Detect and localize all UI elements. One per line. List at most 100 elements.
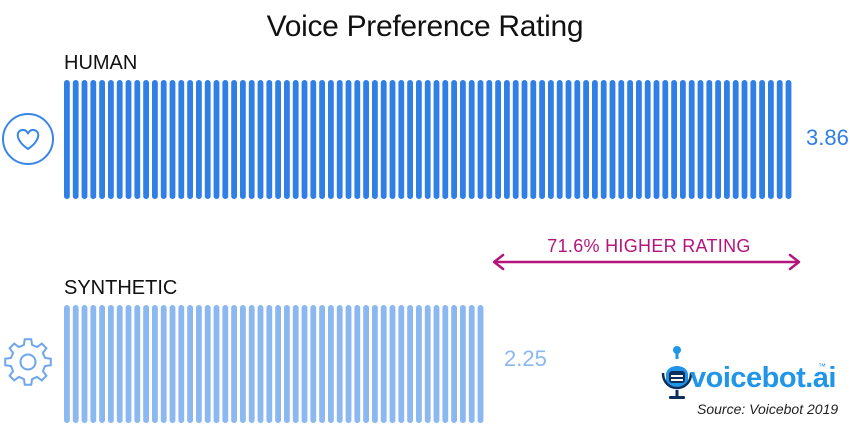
bar-stripe [609, 80, 616, 199]
bar-stripe [372, 305, 378, 423]
bar-stripe [213, 305, 220, 423]
bar-stripe [468, 305, 475, 423]
bar-stripe [266, 80, 273, 199]
bar-stripe [143, 305, 149, 423]
bar-stripe [442, 80, 449, 199]
bar-stripe [336, 305, 343, 423]
bar-stripe [662, 80, 669, 199]
bar-stripe [301, 80, 308, 199]
bar-stripe [81, 305, 88, 423]
bar-stripe [433, 80, 440, 199]
bar-stripe [275, 80, 281, 199]
difference-annotation: 71.6% HIGHER RATING [547, 236, 751, 256]
bar-stripe [592, 80, 598, 199]
bar-stripe [143, 80, 149, 199]
bar-stripe [152, 305, 158, 423]
bar-stripe [240, 305, 246, 423]
bar-stripe [389, 80, 396, 199]
bar-stripe [72, 80, 79, 199]
bar-human [64, 80, 792, 199]
bar-stripe [204, 305, 211, 423]
bar-stripe [231, 80, 237, 199]
bar-stripe [319, 305, 325, 423]
bar-stripe [477, 80, 484, 199]
bar-stripe [521, 80, 528, 199]
bar-stripe [90, 305, 97, 423]
bar-stripe [310, 305, 317, 423]
bar-stripe [257, 305, 264, 423]
bar-stripe [222, 80, 229, 199]
series-label-synthetic: SYNTHETIC [64, 277, 178, 299]
bar-stripe [64, 80, 70, 199]
bar-stripe [680, 80, 686, 199]
bar-stripe [653, 80, 660, 199]
bar-stripe [389, 305, 396, 423]
bar-stripe [354, 80, 361, 199]
bar-stripe [90, 80, 97, 199]
value-label-synthetic: 2.25 [504, 346, 547, 371]
bar-stripe [108, 80, 114, 199]
logo-trademark: ™ [818, 362, 826, 371]
bar-stripe [204, 80, 211, 199]
bar-stripe [116, 80, 123, 199]
bar-stripe [530, 80, 537, 199]
value-label-human: 3.86 [806, 125, 849, 150]
bar-stripe [187, 305, 193, 423]
bar-stripe [424, 305, 431, 423]
series-label-human: HUMAN [64, 52, 138, 74]
bar-stripe [134, 305, 141, 423]
bar-stripe [178, 80, 185, 199]
bar-stripe [380, 80, 387, 199]
bar-stripe [433, 305, 440, 423]
bar-stripe [196, 80, 202, 199]
bar-stripe [407, 305, 413, 423]
bar-stripe [169, 305, 176, 423]
bar-stripe [759, 80, 765, 199]
bar-stripe [292, 80, 299, 199]
bar-stripe [310, 80, 317, 199]
bar-stripe [416, 305, 422, 423]
bar-stripe [336, 80, 343, 199]
bar-stripe [486, 80, 493, 199]
bar-stripe [424, 80, 431, 199]
bar-stripe [697, 80, 704, 199]
bar-stripe [257, 80, 264, 199]
bar-stripe [407, 80, 413, 199]
bar-stripe [213, 80, 220, 199]
bar-stripe [636, 80, 642, 199]
bar-stripe [64, 305, 70, 423]
bar-stripe [81, 80, 88, 199]
difference-arrow [492, 253, 801, 271]
bar-stripe [125, 305, 132, 423]
bar-stripe [495, 80, 501, 199]
bar-stripe [416, 80, 422, 199]
bar-stripe [363, 305, 369, 423]
bar-stripe [671, 80, 677, 199]
bar-stripe [768, 80, 774, 199]
bar-stripe [275, 305, 281, 423]
bar-stripe [363, 80, 369, 199]
bar-stripe [328, 305, 334, 423]
bar-stripe [504, 80, 510, 199]
bar-stripe [187, 80, 193, 199]
bar-stripe [284, 80, 290, 199]
bar-stripe [248, 80, 255, 199]
bar-stripe [468, 80, 475, 199]
bar-stripe [169, 80, 176, 199]
bar-stripe [328, 80, 334, 199]
bar-stripe [380, 305, 387, 423]
bar-stripe [398, 305, 405, 423]
bar-stripe [732, 80, 739, 199]
bar-stripe [152, 80, 158, 199]
bar-stripe [125, 80, 132, 199]
bar-stripe [196, 305, 202, 423]
bar-stripe [72, 305, 79, 423]
bar-stripe [160, 305, 167, 423]
bar-stripe [284, 305, 290, 423]
bar-stripe [451, 80, 457, 199]
bar-stripe [345, 305, 352, 423]
bar-stripe [539, 80, 545, 199]
bar-stripe [222, 305, 229, 423]
bar-stripe [565, 80, 572, 199]
